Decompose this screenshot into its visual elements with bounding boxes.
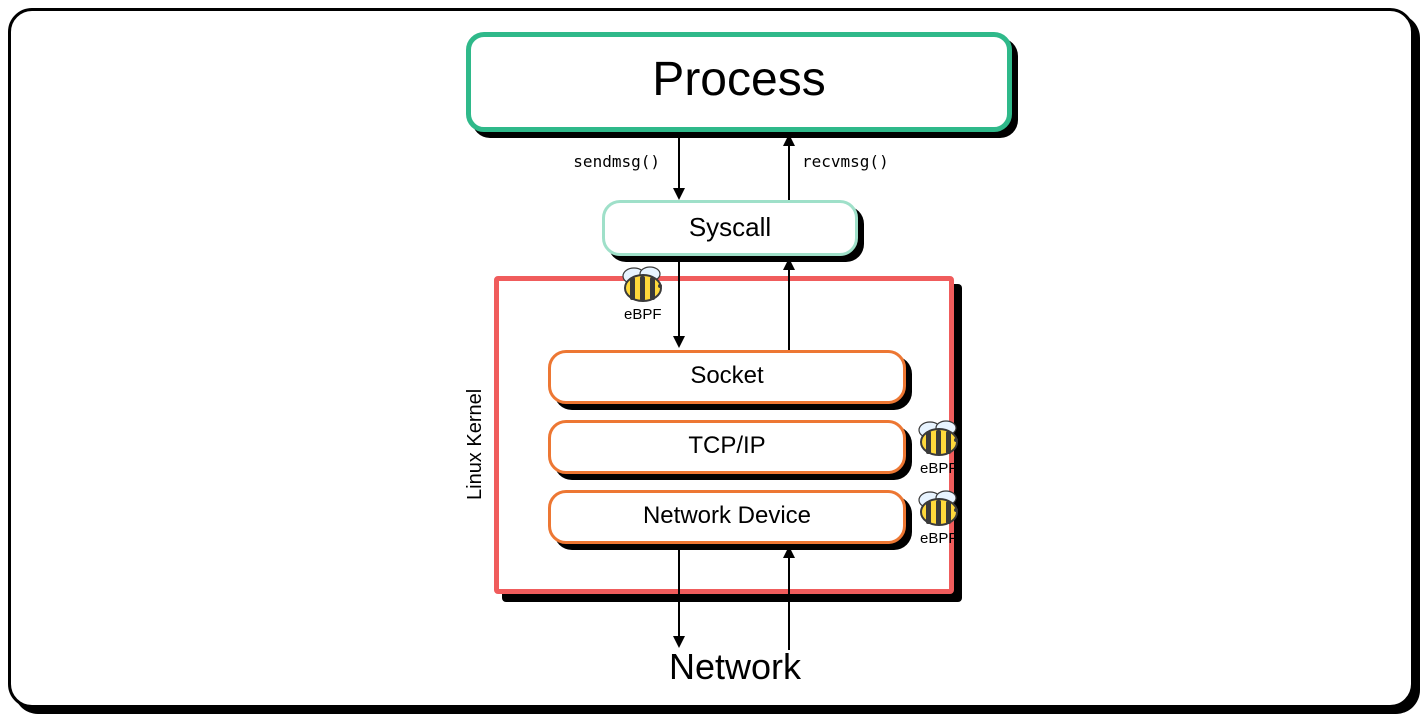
ebpf-label-tcpip: eBPF	[920, 460, 958, 477]
arrow-sendmsg-line	[678, 134, 680, 190]
arrow-network-up-head	[783, 546, 795, 558]
arrow-syscall-down-head	[673, 336, 685, 348]
process-label: Process	[466, 52, 1012, 107]
arrow-kernel-down-line	[678, 546, 680, 638]
syscall-label: Syscall	[602, 212, 858, 243]
bee-icon	[912, 486, 966, 530]
arrow-network-up-line	[788, 558, 790, 650]
arrow-sendmsg-head	[673, 188, 685, 200]
arrow-socket-up-line	[788, 270, 790, 350]
ebpf-label-netdev: eBPF	[920, 530, 958, 547]
sendmsg-label: sendmsg()	[540, 152, 660, 171]
tcpip-label: TCP/IP	[548, 432, 906, 460]
netdev-label: Network Device	[548, 502, 906, 530]
ebpf-label-syscall: eBPF	[624, 306, 662, 323]
arrow-socket-up-head	[783, 258, 795, 270]
network-label: Network	[600, 646, 870, 688]
recvmsg-label: recvmsg()	[802, 152, 922, 171]
arrow-recvmsg-head	[783, 134, 795, 146]
arrow-recvmsg-line	[788, 146, 790, 202]
socket-label: Socket	[548, 362, 906, 390]
bee-icon	[912, 416, 966, 460]
kernel-vertical-label: Linux Kernel	[464, 389, 487, 500]
arrow-syscall-down-line	[678, 258, 680, 338]
bee-icon	[616, 262, 670, 306]
